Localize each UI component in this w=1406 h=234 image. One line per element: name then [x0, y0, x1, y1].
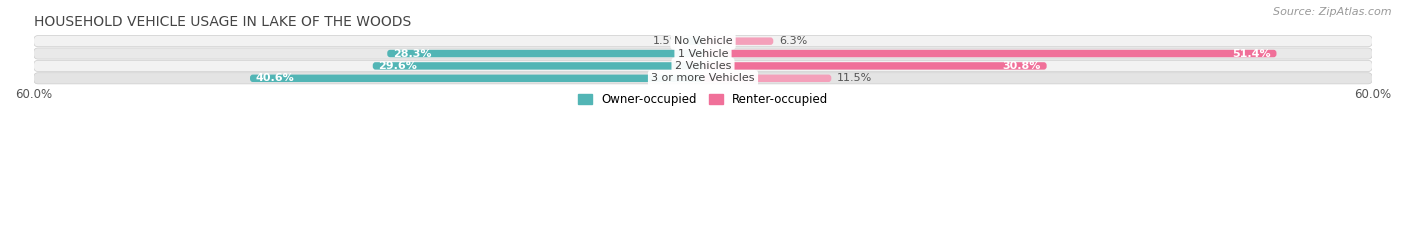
Text: 3 or more Vehicles: 3 or more Vehicles	[651, 73, 755, 83]
Text: 1 Vehicle: 1 Vehicle	[678, 48, 728, 58]
Text: 11.5%: 11.5%	[837, 73, 872, 83]
FancyBboxPatch shape	[387, 50, 703, 57]
FancyBboxPatch shape	[34, 73, 1372, 84]
FancyBboxPatch shape	[703, 62, 1046, 70]
FancyBboxPatch shape	[250, 75, 703, 82]
Text: No Vehicle: No Vehicle	[673, 36, 733, 46]
Text: Source: ZipAtlas.com: Source: ZipAtlas.com	[1274, 7, 1392, 17]
Text: 2 Vehicles: 2 Vehicles	[675, 61, 731, 71]
FancyBboxPatch shape	[703, 50, 1277, 57]
FancyBboxPatch shape	[373, 62, 703, 70]
FancyBboxPatch shape	[703, 37, 773, 45]
FancyBboxPatch shape	[34, 60, 1372, 72]
Text: 40.6%: 40.6%	[256, 73, 294, 83]
Text: 51.4%: 51.4%	[1232, 48, 1271, 58]
Legend: Owner-occupied, Renter-occupied: Owner-occupied, Renter-occupied	[572, 88, 834, 111]
FancyBboxPatch shape	[703, 75, 831, 82]
Text: 29.6%: 29.6%	[378, 61, 418, 71]
Text: 6.3%: 6.3%	[779, 36, 807, 46]
Text: 28.3%: 28.3%	[392, 48, 432, 58]
FancyBboxPatch shape	[34, 36, 1372, 47]
Text: HOUSEHOLD VEHICLE USAGE IN LAKE OF THE WOODS: HOUSEHOLD VEHICLE USAGE IN LAKE OF THE W…	[34, 15, 411, 29]
Text: 30.8%: 30.8%	[1002, 61, 1040, 71]
FancyBboxPatch shape	[34, 48, 1372, 59]
Text: 1.5%: 1.5%	[652, 36, 681, 46]
FancyBboxPatch shape	[686, 37, 703, 45]
